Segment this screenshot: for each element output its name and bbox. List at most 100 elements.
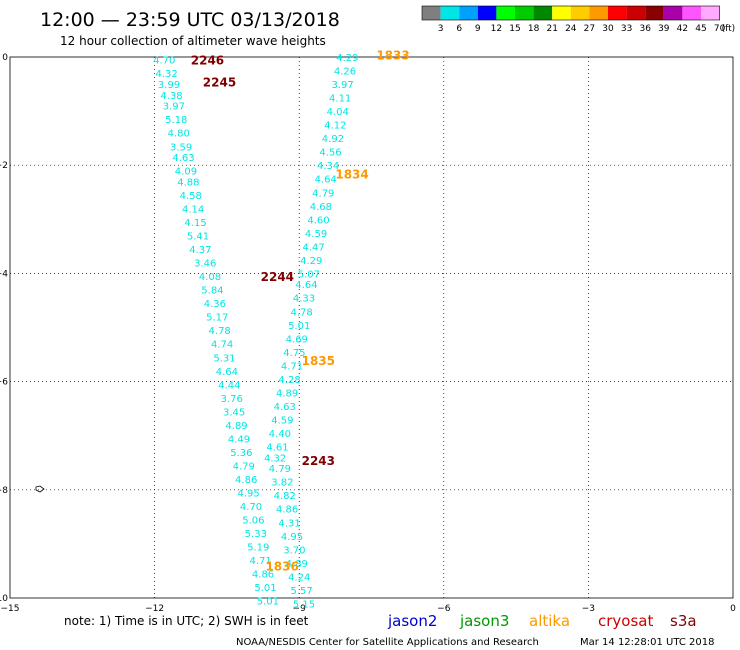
wave-height-label: 3.97 [331,80,353,91]
legend-label: 36 [639,24,651,34]
wave-height-label: 4.63 [274,402,296,413]
wave-height-label: 4.31 [278,518,300,529]
satellite-cryosat: cryosat [598,612,653,630]
pass-label-cryosat: 2246 [191,54,224,68]
x-tick-label: −15 [1,604,20,614]
wave-height-label: 4.58 [180,191,202,202]
wave-height-label: 5.17 [206,313,228,324]
wave-height-label: 4.69 [286,334,308,345]
wave-height-label: 3.82 [271,478,293,489]
legend-swatch [570,6,590,20]
wave-height-label: 4.71 [281,361,303,372]
wave-height-label: 5.84 [201,286,223,297]
wave-height-legend: 3 6 9 12 15 18 21 24 27 30 33 36 39 42 45 70(ft) [421,5,736,34]
pass-label-altika: 1836 [265,560,298,574]
wave-height-label: 5.01 [254,583,276,594]
wave-height-label: 3.59 [170,142,192,153]
legend-label: 24 [565,24,577,34]
legend-label: 12 [491,24,502,34]
y-tick-label: −8 [0,486,8,496]
legend-swatch [608,6,627,20]
page-title: 12:00 — 23:59 UTC 03/13/2018 [40,9,340,31]
legend-swatch [682,6,701,20]
wave-height-label: 5.07 [298,269,320,280]
coastline-outline [35,485,45,493]
legend-unit: (ft) [722,24,736,34]
wave-height-label: 4.26 [334,67,356,78]
legend-label: 15 [509,24,520,34]
wave-height-label: 4.88 [177,177,199,188]
legend-swatch [663,6,683,20]
wave-height-label: 4.70 [153,56,175,67]
wave-height-label: 3.45 [223,407,245,418]
wave-height-label: 4.95 [237,489,259,500]
pass-label-cryosat: 2245 [203,75,236,89]
wave-height-label: 4.37 [189,245,211,256]
legend-label: 30 [602,24,614,34]
wave-height-label: 4.15 [184,218,206,229]
wave-height-label: 4.64 [295,280,317,291]
wave-height-label: 4.28 [278,375,300,386]
wave-height-label: 4.75 [283,348,305,359]
wave-height-label: 4.36 [204,299,226,310]
x-tick-label: −12 [145,604,164,614]
wave-height-label: 4.86 [276,505,298,516]
wave-height-label: 4.32 [264,453,286,464]
legend-swatch [440,6,460,20]
credit-line: NOAA/NESDIS Center for Satellite Applica… [236,637,539,648]
legend-border [421,5,720,21]
wave-height-label: 4.80 [168,129,190,140]
wave-height-label: 5.31 [213,353,235,364]
wave-height-label: 5.36 [230,448,252,459]
wave-height-label: 4.78 [209,326,231,337]
wave-height-label: 5.33 [245,529,267,540]
wave-height-label: 4.79 [269,464,291,475]
wave-height-label: 4.44 [218,380,240,391]
wave-height-label: 4.64 [315,175,337,186]
wave-height-label: 5.57 [290,586,312,597]
wave-height-label: 4.86 [252,570,274,581]
wave-height-label: 4.61 [266,443,288,454]
map-panel: −15−12−9−6−300−2−4−6−8−10 4.704.323.994.… [0,48,736,614]
legend-swatch [459,6,478,20]
y-tick-label: −6 [0,378,8,388]
wave-height-label: 5.41 [187,232,209,243]
wave-height-label: 4.92 [322,134,344,145]
wave-height-label: 4.29 [336,53,358,64]
y-tick-label: −10 [0,594,8,604]
wave-height-label: 4.29 [300,256,322,267]
wave-height-label: 4.49 [228,434,250,445]
wave-height-label: 4.47 [303,242,325,253]
legend-swatch [701,6,720,20]
axis-ticks: −15 −12 −9 −6 −3 0 0 −2 −4 −6 −8 −10 [0,53,736,614]
wave-height-label: 4.71 [250,556,272,567]
wave-height-label: 4.86 [235,475,257,486]
legend-label: 6 [456,24,462,34]
footnote: note: 1) Time is in UTC; 2) SWH is in fe… [64,614,309,628]
wave-height-label: 4.59 [271,415,293,426]
legend-label: 39 [658,24,670,34]
x-tick-label: −9 [293,604,307,614]
wave-height-label: 4.08 [199,272,221,283]
timestamp: Mar 14 12:28:01 UTC 2018 [580,637,715,648]
pass-label-altika: 1833 [376,48,409,62]
wave-height-label: 4.56 [319,148,341,159]
wave-height-label: 3.99 [158,80,180,91]
wave-height-label: 4.59 [305,229,327,240]
pass-label-cryosat: 2243 [302,454,335,468]
y-tick-label: 0 [2,53,8,63]
map-grid [10,57,733,598]
legend-swatch [552,6,571,20]
legend-label: 27 [584,24,595,34]
wave-height-label: 4.14 [182,204,204,215]
legend-label: 18 [528,24,540,34]
wave-height-label: 4.11 [329,94,351,105]
wave-height-label: 4.12 [324,121,346,132]
wave-height-label: 4.24 [288,572,310,583]
y-tick-label: −4 [0,269,8,279]
y-tick-label: −2 [0,161,8,171]
wave-height-label: 4.82 [274,491,296,502]
legend-swatch [477,6,497,20]
legend-label: 21 [546,24,557,34]
